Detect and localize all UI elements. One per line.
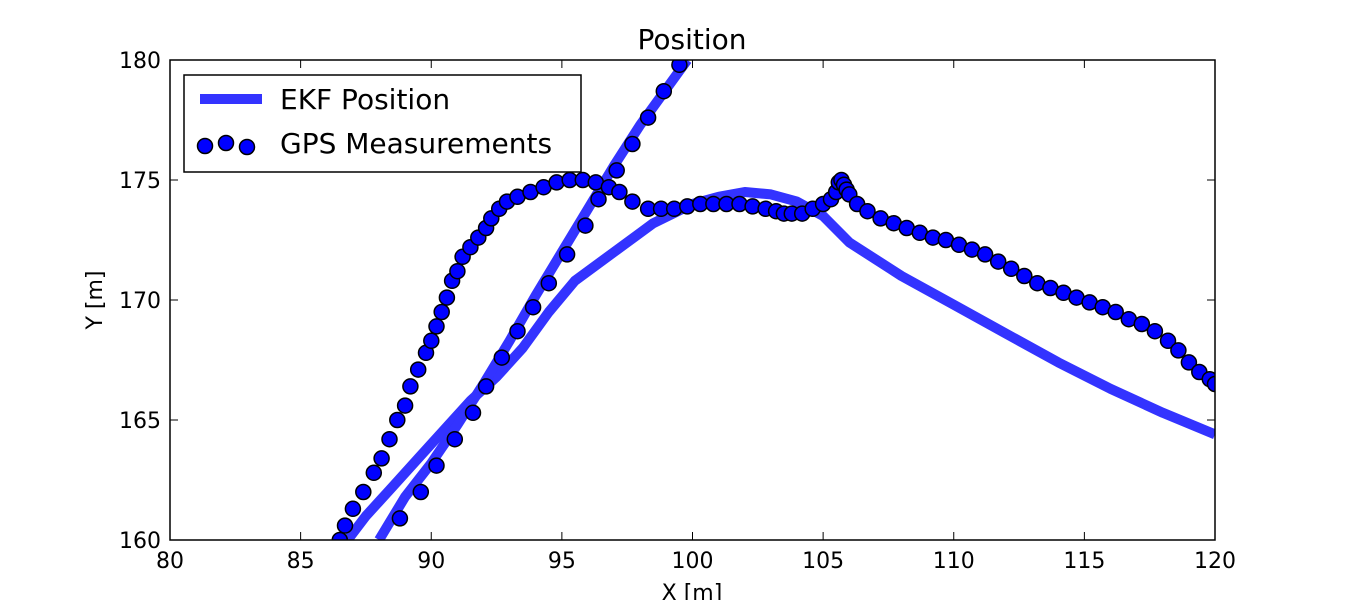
gps-point — [590, 190, 607, 208]
gps-point — [381, 430, 398, 448]
gps-point — [344, 500, 362, 518]
y-tick-label: 170 — [119, 289, 161, 314]
legend-gps-label: GPS Measurements — [280, 127, 552, 160]
gps-point — [1146, 322, 1164, 340]
legend: EKF Position GPS Measurements — [183, 74, 582, 173]
gps-point — [624, 135, 641, 153]
legend-ekf-label: EKF Position — [280, 83, 450, 116]
y-tick-label: 165 — [119, 409, 161, 434]
gps-point — [1107, 303, 1124, 321]
y-tick-label: 160 — [119, 529, 161, 554]
x-tick-label: 120 — [1194, 549, 1236, 574]
gps-point — [989, 253, 1007, 270]
gps-point — [449, 262, 466, 280]
gps-point — [1016, 267, 1033, 285]
gps-point — [611, 183, 628, 201]
x-tick-label: 110 — [933, 549, 975, 574]
gps-point — [373, 450, 390, 467]
gps-point — [524, 298, 542, 316]
x-tick-label: 95 — [548, 549, 576, 574]
gps-point — [639, 109, 657, 126]
gps-point — [1159, 332, 1177, 350]
gps-point — [493, 349, 511, 366]
x-tick-label: 90 — [417, 549, 445, 574]
x-tick-label: 85 — [287, 549, 315, 574]
gps-point — [976, 246, 994, 263]
gps-point — [1170, 342, 1187, 359]
y-axis-label: Y [m] — [83, 270, 108, 330]
x-tick-label: 100 — [672, 549, 714, 574]
gps-point — [608, 162, 625, 179]
gps-point — [859, 202, 876, 220]
legend-gps-marker — [196, 137, 214, 155]
gps-point — [389, 411, 406, 429]
x-tick-label: 115 — [1063, 549, 1105, 574]
gps-point — [409, 361, 427, 378]
gps-point — [433, 303, 450, 321]
gps-point — [655, 82, 673, 100]
gps-point — [446, 430, 464, 448]
legend-gps-marker — [238, 138, 256, 156]
gps-point — [1002, 260, 1020, 278]
gps-point — [423, 332, 440, 350]
gps-point — [540, 274, 558, 292]
gps-point — [464, 404, 482, 422]
gps-point — [624, 193, 641, 210]
gps-point — [477, 378, 495, 395]
gps-point — [355, 483, 372, 501]
x-tick-label: 80 — [156, 549, 184, 574]
gps-point — [509, 322, 526, 340]
gps-point — [365, 464, 383, 482]
ticks-layer: 80 85 90 95 100 105 110 115 120 160 165 170 175 180 — [119, 49, 1236, 574]
gps-point — [412, 483, 430, 501]
series-layer — [331, 60, 1215, 540]
gps-point — [1206, 375, 1215, 393]
gps-point — [558, 246, 576, 263]
gps-point — [428, 457, 445, 474]
x-axis-label: X [m] — [662, 581, 723, 600]
gps-point — [1133, 315, 1151, 333]
gps-point — [396, 397, 414, 414]
x-tick-label: 105 — [802, 549, 844, 574]
y-tick-label: 180 — [119, 49, 161, 74]
y-tick-label: 175 — [119, 169, 161, 194]
gps-point — [336, 517, 354, 534]
gps-point — [331, 531, 349, 540]
gps-point — [577, 217, 594, 234]
gps-point — [1180, 354, 1198, 371]
gps-point — [428, 318, 445, 335]
legend-gps-marker — [217, 134, 235, 152]
gps-point — [438, 289, 456, 306]
gps-point — [671, 60, 688, 74]
gps-point — [391, 510, 409, 527]
legend-box — [183, 74, 582, 173]
gps-point — [402, 378, 419, 395]
chart-title: Position — [637, 23, 746, 56]
